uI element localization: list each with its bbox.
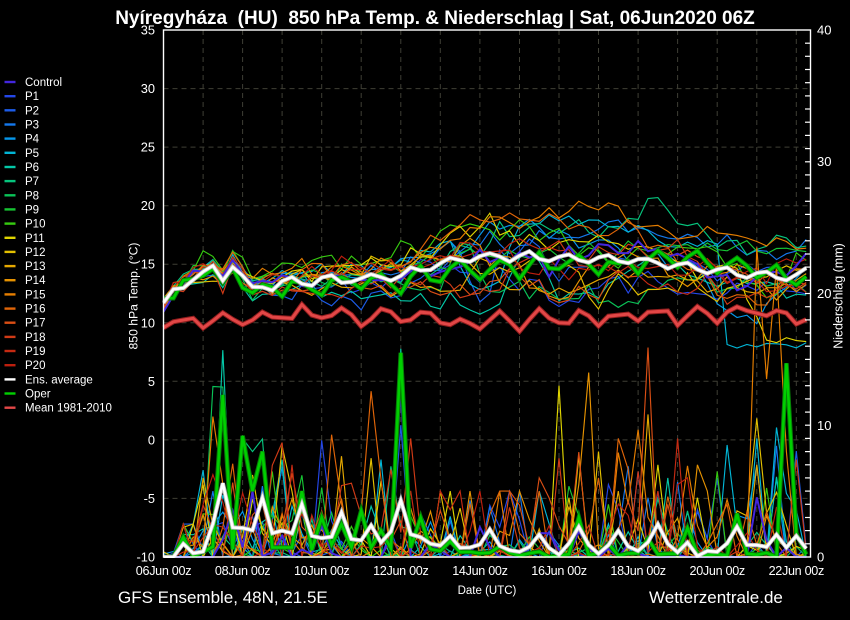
svg-text:40: 40 bbox=[817, 23, 831, 38]
svg-text:P10: P10 bbox=[25, 219, 45, 231]
svg-text:20: 20 bbox=[141, 198, 155, 213]
svg-text:18Jun 00z: 18Jun 00z bbox=[610, 564, 665, 578]
svg-text:P2: P2 bbox=[25, 105, 39, 117]
svg-text:P16: P16 bbox=[25, 304, 45, 316]
svg-text:10: 10 bbox=[141, 315, 155, 330]
svg-text:P14: P14 bbox=[25, 275, 46, 287]
svg-text:P12: P12 bbox=[25, 247, 45, 259]
svg-text:10Jun 00z: 10Jun 00z bbox=[294, 564, 349, 578]
svg-text:06Jun 00z: 06Jun 00z bbox=[136, 564, 191, 578]
svg-text:30: 30 bbox=[141, 81, 155, 96]
svg-text:Mean 1981-2010: Mean 1981-2010 bbox=[25, 403, 112, 415]
svg-text:22Jun 00z: 22Jun 00z bbox=[769, 564, 824, 578]
svg-text:20: 20 bbox=[817, 286, 831, 301]
svg-text:P19: P19 bbox=[25, 346, 45, 358]
svg-text:10: 10 bbox=[817, 418, 831, 433]
svg-text:15: 15 bbox=[141, 257, 155, 272]
svg-text:5: 5 bbox=[148, 374, 155, 389]
svg-text:P11: P11 bbox=[25, 233, 45, 245]
svg-text:35: 35 bbox=[141, 23, 155, 38]
svg-text:P4: P4 bbox=[25, 134, 40, 146]
svg-text:08Jun 00z: 08Jun 00z bbox=[215, 564, 270, 578]
svg-text:P20: P20 bbox=[25, 360, 45, 372]
svg-text:-10: -10 bbox=[137, 550, 156, 565]
svg-text:25: 25 bbox=[141, 140, 155, 155]
svg-text:P7: P7 bbox=[25, 176, 39, 188]
svg-text:12Jun 00z: 12Jun 00z bbox=[373, 564, 428, 578]
svg-text:20Jun 00z: 20Jun 00z bbox=[689, 564, 744, 578]
svg-text:P9: P9 bbox=[25, 204, 39, 216]
svg-text:0: 0 bbox=[817, 550, 824, 565]
svg-text:P8: P8 bbox=[25, 190, 39, 202]
svg-text:P17: P17 bbox=[25, 318, 45, 330]
svg-text:P5: P5 bbox=[25, 148, 39, 160]
svg-text:-5: -5 bbox=[144, 491, 155, 506]
svg-text:16Jun 00z: 16Jun 00z bbox=[531, 564, 586, 578]
svg-text:14Jun 00z: 14Jun 00z bbox=[452, 564, 507, 578]
svg-text:P18: P18 bbox=[25, 332, 45, 344]
svg-text:0: 0 bbox=[148, 432, 155, 447]
svg-text:P3: P3 bbox=[25, 120, 39, 132]
svg-text:GFS Ensemble, 48N, 21.5E: GFS Ensemble, 48N, 21.5E bbox=[118, 588, 328, 607]
svg-text:Date (UTC): Date (UTC) bbox=[458, 585, 517, 597]
svg-text:P6: P6 bbox=[25, 162, 39, 174]
svg-text:P1: P1 bbox=[25, 91, 39, 103]
svg-text:Control: Control bbox=[25, 77, 62, 89]
svg-text:P13: P13 bbox=[25, 261, 45, 273]
svg-text:Wetterzentrale.de: Wetterzentrale.de bbox=[649, 588, 783, 607]
svg-text:Niederschlag (mm): Niederschlag (mm) bbox=[832, 243, 846, 349]
svg-text:Nyíregyháza (HU) 850 hPa Tem: Nyíregyháza (HU) 850 hPa Temp. & Nieders… bbox=[115, 8, 755, 29]
svg-text:850 hPa Temp. (°C): 850 hPa Temp. (°C) bbox=[127, 243, 141, 350]
svg-text:Ens. average: Ens. average bbox=[25, 374, 93, 386]
svg-text:30: 30 bbox=[817, 154, 831, 169]
svg-text:P15: P15 bbox=[25, 289, 45, 301]
svg-text:Oper: Oper bbox=[25, 389, 51, 401]
